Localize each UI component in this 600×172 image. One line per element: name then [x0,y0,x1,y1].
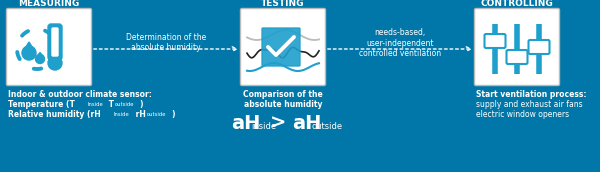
Text: user-independent: user-independent [366,39,434,47]
Circle shape [22,46,36,60]
FancyBboxPatch shape [48,24,62,60]
FancyBboxPatch shape [241,8,325,85]
Text: T: T [106,100,114,109]
FancyBboxPatch shape [475,8,560,85]
Text: Inside: Inside [114,112,130,117]
FancyBboxPatch shape [529,40,550,54]
Text: MEASURING: MEASURING [19,0,80,8]
Text: inside: inside [251,122,276,131]
Text: needs-based,: needs-based, [374,29,425,37]
Text: Start ventilation process:: Start ventilation process: [476,90,587,99]
Text: Determination of the: Determination of the [126,33,206,41]
Text: Inside: Inside [87,103,103,108]
Polygon shape [24,42,34,50]
Text: outside: outside [147,112,167,117]
Text: outside: outside [312,122,343,131]
Circle shape [35,55,44,63]
Text: aH: aH [292,114,322,133]
Text: outside: outside [115,103,134,108]
FancyBboxPatch shape [52,28,58,56]
Text: Relative humidity (rH: Relative humidity (rH [8,110,101,119]
Text: Indoor & outdoor climate sensor:: Indoor & outdoor climate sensor: [8,90,152,99]
Text: Comparison of the: Comparison of the [243,90,323,99]
Circle shape [48,56,62,70]
Text: controlled ventilation: controlled ventilation [359,49,441,57]
Text: aH: aH [231,114,260,133]
FancyBboxPatch shape [7,8,91,85]
Text: TESTING: TESTING [261,0,305,8]
Text: absolute humidity: absolute humidity [131,42,201,51]
Text: ): ) [139,100,143,109]
Text: Temperature (T: Temperature (T [8,100,75,109]
Polygon shape [37,52,44,57]
Text: ): ) [171,110,175,119]
Text: absolute humidity: absolute humidity [244,100,322,109]
Text: CONTROLLING: CONTROLLING [481,0,553,8]
Text: electric window openers: electric window openers [476,110,569,119]
FancyBboxPatch shape [262,28,300,66]
FancyBboxPatch shape [485,34,505,48]
Text: rH: rH [133,110,146,119]
Text: >: > [270,114,286,133]
FancyBboxPatch shape [506,50,527,64]
Text: supply and exhaust air fans: supply and exhaust air fans [476,100,583,109]
